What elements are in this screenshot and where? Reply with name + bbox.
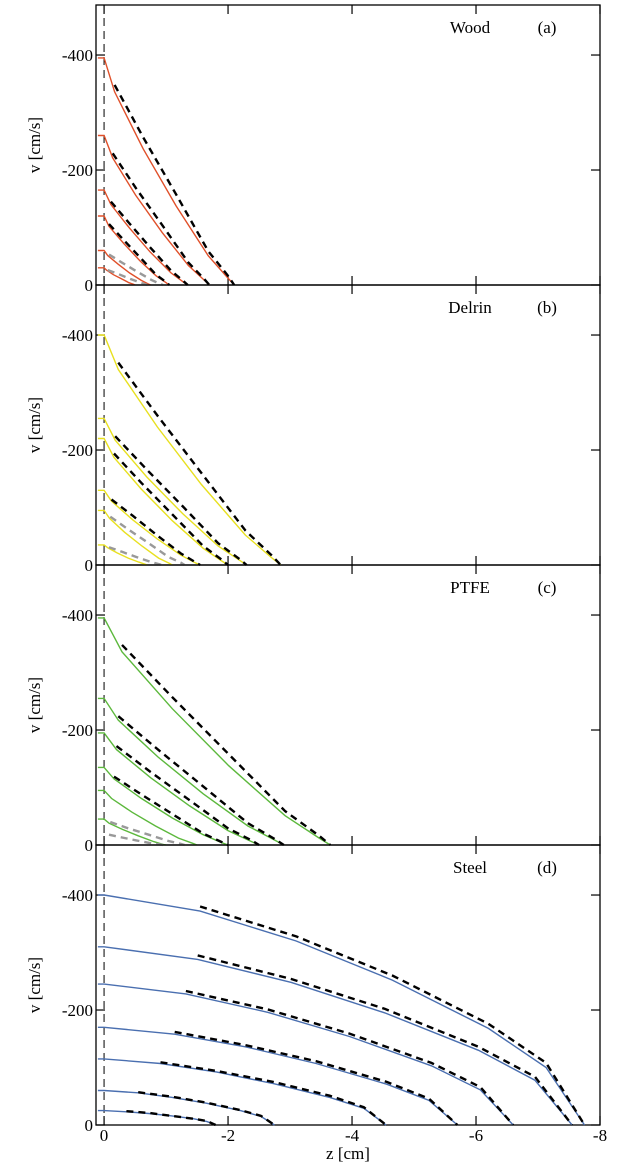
data-curve — [97, 134, 210, 286]
y-axis-label: v [cm/s] — [25, 117, 44, 173]
x-axis-label: z [cm] — [326, 1144, 370, 1163]
data-curve — [97, 894, 586, 1126]
panel-title: Steel — [453, 858, 487, 877]
data-curve — [97, 215, 170, 286]
panel-title: PTFE — [450, 578, 490, 597]
model-curve — [174, 1030, 459, 1126]
model-curve — [114, 435, 248, 566]
panel-label: (d) — [537, 858, 557, 877]
panel-label: (c) — [538, 578, 557, 597]
model-curve — [126, 1110, 217, 1127]
y-tick-label: -400 — [62, 46, 93, 65]
panel-label: (a) — [538, 18, 557, 37]
data-curve — [97, 57, 235, 286]
panel-title: Delrin — [448, 298, 492, 317]
data-curve — [97, 732, 260, 846]
y-tick-label: 0 — [85, 1116, 94, 1135]
model-curve — [108, 223, 171, 286]
plot-frame — [95, 564, 601, 846]
x-tick-label: -6 — [469, 1126, 483, 1145]
y-tick-label: -200 — [62, 1001, 93, 1020]
y-tick-label: -400 — [62, 886, 93, 905]
model-curve — [117, 361, 282, 566]
x-tick-label: 0 — [100, 1126, 109, 1145]
plot-frame — [95, 284, 601, 566]
data-curve — [97, 544, 148, 566]
plot-frame — [95, 844, 601, 1126]
data-curve — [97, 189, 189, 286]
panel-label: (b) — [537, 298, 557, 317]
y-tick-label: -200 — [62, 161, 93, 180]
data-curve — [97, 249, 151, 286]
data-curve — [97, 334, 282, 566]
y-tick-label: 0 — [85, 276, 94, 295]
y-tick-label: -200 — [62, 721, 93, 740]
data-curve — [97, 789, 198, 846]
data-curve — [97, 983, 514, 1126]
model-curve — [113, 84, 236, 286]
panel-title: Wood — [450, 18, 491, 37]
data-curve — [97, 697, 285, 846]
model-curve — [113, 775, 229, 847]
model-curve — [117, 715, 285, 847]
plot-frame — [95, 4, 601, 286]
model-curve — [199, 905, 586, 1126]
model-curve — [121, 644, 332, 846]
model-curve — [138, 1091, 276, 1126]
x-tick-label: -4 — [345, 1126, 360, 1145]
data-curve — [97, 267, 136, 286]
data-curve — [97, 1026, 458, 1126]
model-curve — [109, 820, 185, 847]
y-tick-label: -400 — [62, 606, 93, 625]
y-tick-label: -200 — [62, 441, 93, 460]
data-curve — [97, 818, 167, 846]
data-curve — [97, 1058, 387, 1126]
model-curve — [185, 989, 515, 1126]
model-curve — [109, 200, 189, 286]
x-tick-label: -8 — [593, 1126, 607, 1145]
y-axis-label: v [cm/s] — [25, 397, 44, 453]
data-curve — [97, 946, 573, 1126]
data-curve — [97, 1089, 275, 1126]
data-curve — [97, 617, 331, 846]
data-curve — [97, 509, 173, 566]
x-tick-label: -2 — [221, 1126, 235, 1145]
y-axis-label: v [cm/s] — [25, 677, 44, 733]
model-curve — [110, 498, 201, 567]
y-tick-label: 0 — [85, 556, 94, 575]
model-curve — [197, 954, 574, 1126]
model-curve — [109, 515, 186, 567]
y-tick-label: -400 — [62, 326, 93, 345]
model-curve — [108, 253, 164, 287]
y-tick-label: 0 — [85, 836, 94, 855]
model-curve — [108, 833, 164, 847]
model-curve — [115, 745, 260, 847]
model-curve — [111, 152, 211, 286]
y-axis-label: v [cm/s] — [25, 957, 44, 1013]
